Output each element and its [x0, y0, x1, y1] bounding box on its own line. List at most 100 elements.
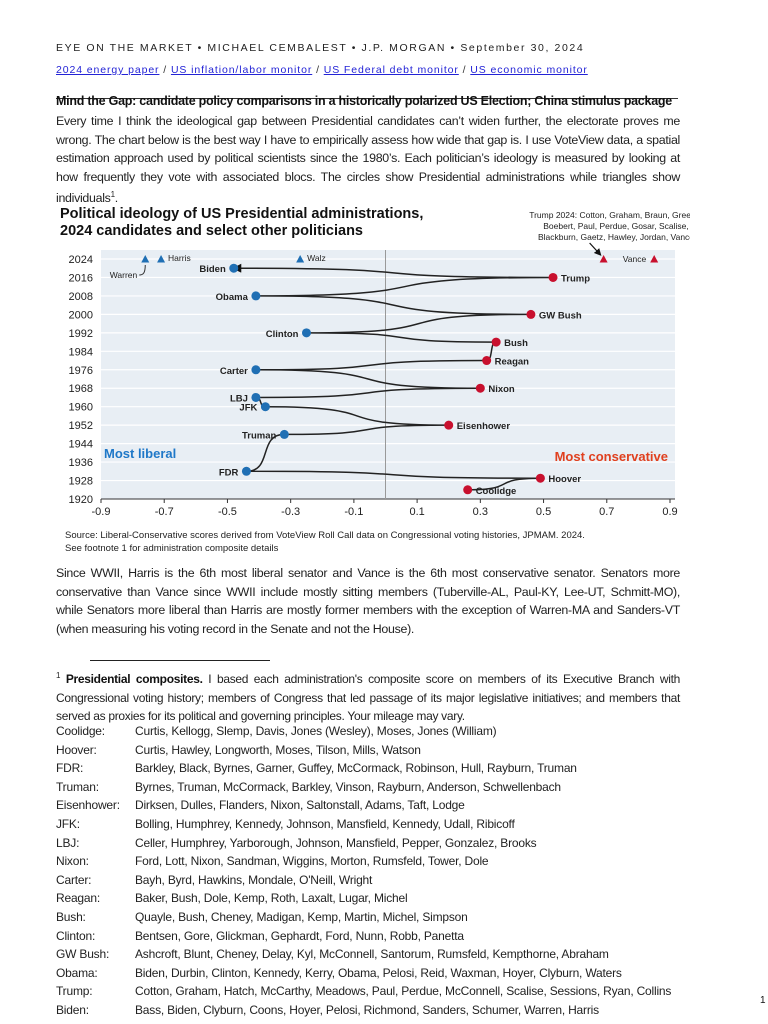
intro-text: Every time I think the ideological gap b…: [56, 114, 680, 206]
composite-row: Nixon: Ford, Lott, Nixon, Sandman, Wiggin…: [56, 852, 671, 871]
most-conservative-label: Most conservative: [555, 449, 668, 464]
composite-president: FDR:: [56, 761, 84, 776]
admin-point-lbj: [251, 392, 261, 402]
composite-row: GW Bush: Ashcroft, Blunt, Cheney, Delay, …: [56, 945, 671, 964]
link-energy-paper[interactable]: 2024 energy paper: [56, 64, 160, 76]
admin-label: Nixon: [488, 384, 515, 395]
link-separator: /: [316, 64, 320, 76]
admin-label: LBJ: [230, 393, 248, 404]
x-tick-label: 0.5: [536, 506, 551, 518]
article-title: Mind the Gap: candidate policy compariso…: [56, 94, 672, 108]
link-inflation-monitor[interactable]: US inflation/labor monitor: [170, 64, 313, 76]
admin-point-fdr: [241, 466, 251, 476]
admin-label: Hoover: [548, 474, 581, 485]
admin-point-biden: [229, 263, 239, 273]
x-tick-label: -0.7: [155, 506, 174, 518]
admin-label: Coolidge: [476, 486, 517, 497]
composite-members: Barkley, Black, Byrnes, Garner, Guffey, …: [135, 761, 577, 776]
composite-row: LBJ: Celler, Humphrey, Yarborough, Johnso…: [56, 834, 671, 853]
admin-point-coolidge: [463, 485, 473, 495]
composite-president: Clinton:: [56, 928, 96, 943]
trump-2024-annotation: Blackburn, Gaetz, Hawley, Jordan, Vance: [538, 232, 690, 242]
footnote-divider: [90, 660, 270, 661]
y-tick-label: 1992: [69, 328, 93, 340]
composite-members: Dirksen, Dulles, Flanders, Nixon, Salton…: [135, 798, 465, 813]
intro-paragraph: Every time I think the ideological gap b…: [56, 112, 680, 208]
admin-point-trump: [548, 272, 558, 282]
y-tick-label: 1944: [69, 439, 93, 451]
admin-point-bush: [491, 337, 501, 347]
ideology-chart: 2024 2016 2008 2000 1992 1984 1976 1968 1960 1952…: [60, 206, 690, 554]
y-tick-label: 1960: [69, 402, 93, 414]
y-tick-label: 1952: [69, 420, 93, 432]
composite-president: Truman:: [56, 779, 99, 794]
footnote-mark: 1: [56, 671, 61, 680]
y-tick-label: 1920: [69, 494, 93, 506]
y-tick-label: 1976: [69, 365, 93, 377]
composite-president: Carter:: [56, 872, 92, 887]
chart-title: 2024 candidates and select other politic…: [60, 223, 363, 239]
footnote-ref[interactable]: 1: [110, 190, 115, 200]
trump-2024-annotation: Trump 2024: Cotton, Graham, Braun, Green…: [529, 210, 690, 220]
y-tick-label: 1928: [69, 476, 93, 488]
chart-source: Source: Liberal-Conservative scores deri…: [65, 530, 585, 541]
admin-label: Biden: [199, 264, 226, 275]
x-tick-label: -0.5: [218, 506, 237, 518]
individual-triangle-harris: [157, 255, 166, 263]
x-tick-label: -0.1: [344, 506, 363, 518]
y-tick-label: 2024: [69, 254, 93, 266]
individual-label: Walz: [307, 253, 326, 263]
composite-row: Clinton: Bentsen, Gore, Glickman, Gephard…: [56, 927, 671, 946]
composite-row: Eisenhower: Dirksen, Dulles, Flanders, Ni…: [56, 796, 671, 815]
admin-point-reagan: [482, 356, 492, 366]
admin-label: Trump: [561, 273, 590, 284]
composite-row: FDR: Barkley, Black, Byrnes, Garner, Guff…: [56, 759, 671, 778]
composite-members: Ashcroft, Blunt, Cheney, Delay, Kyl, McC…: [135, 947, 609, 962]
admin-point-clinton: [301, 328, 311, 338]
composite-members: Curtis, Kellogg, Slemp, Davis, Jones (We…: [135, 724, 497, 738]
composite-members: Byrnes, Truman, McCormack, Barkley, Vins…: [135, 779, 561, 794]
y-tick-label: 2008: [69, 291, 93, 303]
admin-label: Bush: [504, 338, 528, 349]
individual-triangle-vance: [650, 255, 659, 263]
composite-president: Eisenhower:: [56, 798, 120, 813]
x-tick-label: 0.3: [473, 506, 488, 518]
chart-source: See footnote 1 for administration compos…: [65, 543, 279, 554]
warren-leader-line: [139, 264, 146, 276]
footnote: 1 Presidential composites. I based each …: [56, 667, 680, 726]
senator-paragraph: Since WWII, Harris is the 6th most liber…: [56, 566, 680, 636]
composite-president: Reagan:: [56, 891, 100, 906]
admin-point-hoover: [535, 473, 545, 483]
chart-title: Political ideology of US Presidential ad…: [60, 206, 423, 222]
report-header: EYE ON THE MARKET • MICHAEL CEMBALEST • …: [56, 42, 585, 54]
link-debt-monitor[interactable]: US Federal debt monitor: [323, 64, 459, 76]
individual-triangle-trump-2024: [599, 255, 608, 263]
individual-label: Warren: [110, 270, 138, 280]
composite-president: Nixon:: [56, 854, 89, 869]
admin-label: JFK: [239, 403, 257, 414]
composite-president: Coolidge:: [56, 724, 105, 738]
related-links: 2024 energy paper / US inflation/labor m…: [56, 64, 588, 76]
link-separator: /: [462, 64, 467, 76]
composite-members: Bass, Biden, Clyburn, Coons, Hoyer, Pelo…: [135, 1002, 599, 1017]
y-tick-label: 1984: [69, 346, 93, 358]
composite-president: Trump:: [56, 984, 93, 999]
composite-row: Coolidge: Curtis, Kellogg, Slemp, Davis, …: [56, 722, 671, 741]
plot-background: [101, 250, 675, 499]
composite-members: Baker, Bush, Dole, Kemp, Roth, Laxalt, L…: [135, 891, 408, 906]
footnote-heading: Presidential composites.: [65, 672, 203, 686]
composite-members: Cotton, Graham, Hatch, McCarthy, Meadows…: [135, 984, 672, 999]
composites-list: Coolidge: Curtis, Kellogg, Slemp, Davis, …: [56, 722, 671, 1020]
link-economic-monitor[interactable]: US economic monitor: [470, 64, 588, 76]
admin-point-truman: [279, 429, 289, 439]
composite-members: Bentsen, Gore, Glickman, Gephardt, Ford,…: [135, 928, 464, 943]
composite-members: Curtis, Hawley, Longworth, Moses, Tilson…: [135, 742, 421, 757]
y-tick-label: 1968: [69, 383, 93, 395]
composite-row: JFK: Bolling, Humphrey, Kennedy, Johnson,…: [56, 815, 671, 834]
composite-president: Bush:: [56, 909, 86, 924]
admin-label: Eisenhower: [457, 421, 511, 432]
admin-point-jfk: [260, 402, 270, 412]
admin-point-carter: [251, 365, 261, 375]
composite-members: Bayh, Byrd, Hawkins, Mondale, O'Neill, W…: [135, 872, 373, 887]
composite-president: Hoover:: [56, 742, 97, 757]
